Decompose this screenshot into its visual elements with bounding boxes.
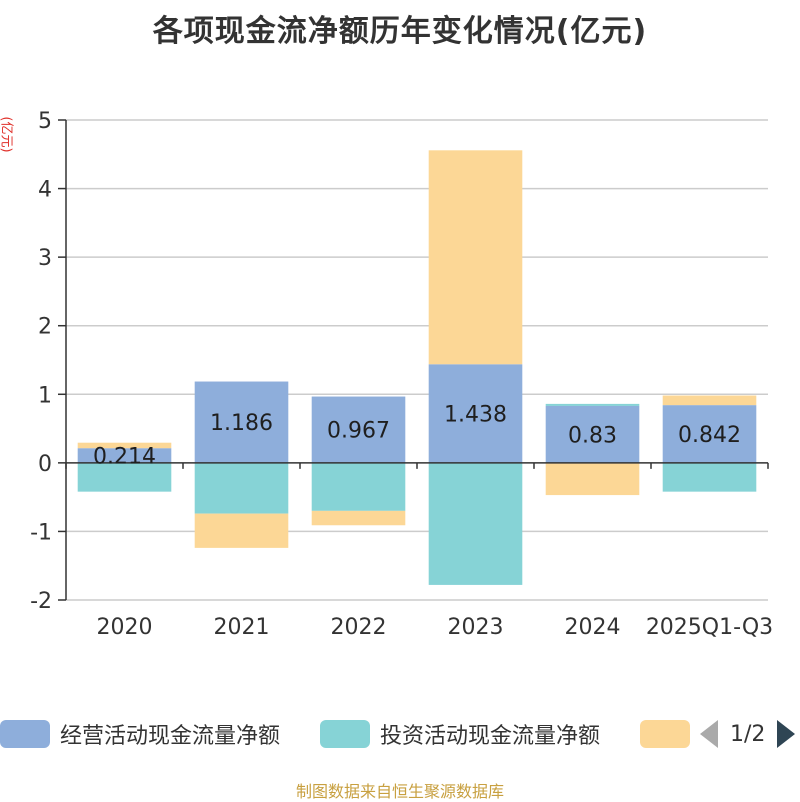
bar-series-2: [194, 513, 289, 548]
bar-series-0: [428, 364, 523, 463]
bar-series-2: [545, 462, 640, 496]
data-label: 0.842: [678, 423, 741, 448]
axes: -2 -1 0 1 2 3 4 5 2020 2021 2022 2023 2024 2025Q1-Q3: [30, 109, 773, 640]
y-tick-label: 0: [38, 452, 52, 477]
y-tick-label: -1: [30, 520, 52, 545]
data-label: 0.83: [568, 423, 617, 448]
bar-series-1: [662, 462, 757, 492]
bar-series-0: [545, 405, 640, 463]
bar-series-2: [311, 510, 406, 526]
legend-item-investing[interactable]: 投资活动现金流量净额: [320, 716, 600, 752]
source-note: 制图数据来自恒生聚源数据库: [295, 782, 504, 801]
x-tick-label: 2021: [214, 615, 270, 640]
x-tick-label: 2025Q1-Q3: [646, 615, 773, 640]
x-tick-label: 2020: [97, 615, 153, 640]
legend: 经营活动现金流量净额 投资活动现金流量净额: [0, 716, 800, 752]
bar-series-1: [77, 462, 172, 492]
y-tick-label: 2: [38, 315, 52, 340]
legend-next-page-icon[interactable]: [777, 720, 796, 748]
legend-label-investing: 投资活动现金流量净额: [380, 724, 601, 749]
bar-series-0: [77, 448, 172, 463]
data-label: 1.186: [210, 411, 273, 436]
data-label: 0.967: [327, 419, 390, 444]
y-tick-label: 1: [38, 383, 52, 408]
data-labels: 0.214 1.186 0.967 1.438 0.83 0.842: [93, 403, 741, 470]
bar-series-2: [428, 150, 523, 365]
legend-item-financing[interactable]: [640, 716, 690, 752]
x-tick-label: 2023: [448, 615, 504, 640]
x-tick-label: 2024: [565, 615, 621, 640]
bar-series-1: [194, 462, 289, 514]
bar-marks: [77, 150, 757, 585]
legend-swatch-investing: [320, 720, 370, 748]
gridlines: [66, 119, 768, 601]
y-tick-label: 4: [38, 178, 52, 203]
data-label: 1.438: [444, 403, 507, 428]
bar-series-1: [428, 462, 523, 585]
y-tick-label: 3: [38, 246, 52, 271]
bar-series-2: [77, 442, 172, 449]
legend-prev-page-icon[interactable]: [700, 720, 718, 748]
bar-series-1: [311, 462, 406, 511]
data-label: 0.214: [93, 445, 156, 470]
legend-item-operating[interactable]: 经营活动现金流量净额: [0, 716, 280, 752]
legend-label-operating: 经营活动现金流量净额: [60, 724, 281, 749]
legend-pager: 1/2: [700, 716, 796, 752]
x-tick-label: 2022: [331, 615, 387, 640]
bar-series-0: [311, 396, 406, 463]
chart-title: 各项现金流净额历年变化情况(亿元): [152, 14, 648, 49]
bar-series-1: [545, 403, 640, 406]
y-tick-label: 5: [38, 109, 52, 134]
legend-swatch-financing: [640, 720, 690, 748]
bar-series-2: [662, 395, 757, 406]
y-tick-label: -2: [30, 589, 52, 614]
bar-series-0: [662, 405, 757, 463]
bar-series-0: [194, 381, 289, 463]
legend-swatch-operating: [0, 720, 50, 748]
legend-page-indicator: 1/2: [730, 721, 766, 747]
